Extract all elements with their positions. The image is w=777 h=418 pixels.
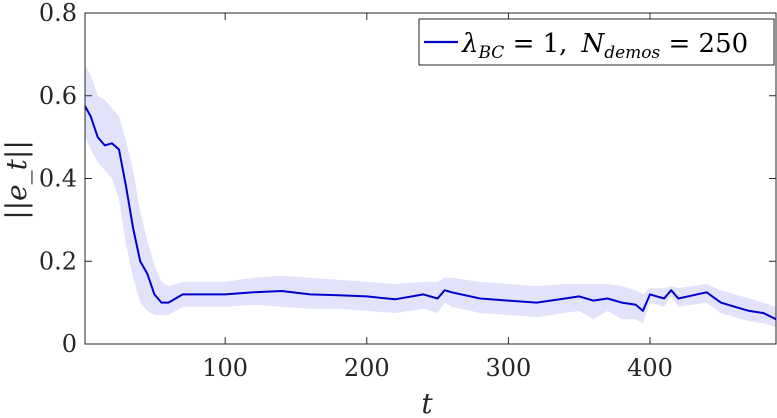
x-tick-label: 400 xyxy=(627,354,673,382)
legend-n-subscript: demos xyxy=(604,43,660,63)
x-tick-label: 200 xyxy=(344,354,390,382)
series-0-line xyxy=(84,105,777,321)
y-tick-label: 0.6 xyxy=(39,82,77,110)
y-tick-label: 0 xyxy=(62,330,77,358)
legend-lambda-subscript: BC xyxy=(477,43,504,63)
plot-area xyxy=(84,64,777,328)
y-axis-label: ||e_t|| xyxy=(0,140,33,220)
axes: 100 200 300 400 0 0.2 0.4 0.6 0.8 xyxy=(39,0,777,382)
legend-lambda-equation: = 1, xyxy=(504,29,567,59)
y-tick-label: 0.8 xyxy=(39,0,77,27)
y-tick-label: 0.4 xyxy=(39,165,77,193)
legend-n-symbol: N xyxy=(580,29,605,59)
legend-n-equation: = 250 xyxy=(660,29,748,59)
x-axis-label: t xyxy=(421,387,433,418)
legend: λBC = 1, Ndemos = 250 xyxy=(418,18,775,66)
legend-lambda-symbol: λ xyxy=(461,29,478,59)
legend-box xyxy=(418,18,775,66)
legend-label: λBC = 1, Ndemos = 250 xyxy=(461,29,748,63)
series-0-confidence-band xyxy=(85,64,776,328)
x-tick-label: 100 xyxy=(202,354,248,382)
y-tick-label: 0.2 xyxy=(39,247,77,275)
x-tick-label: 300 xyxy=(485,354,531,382)
